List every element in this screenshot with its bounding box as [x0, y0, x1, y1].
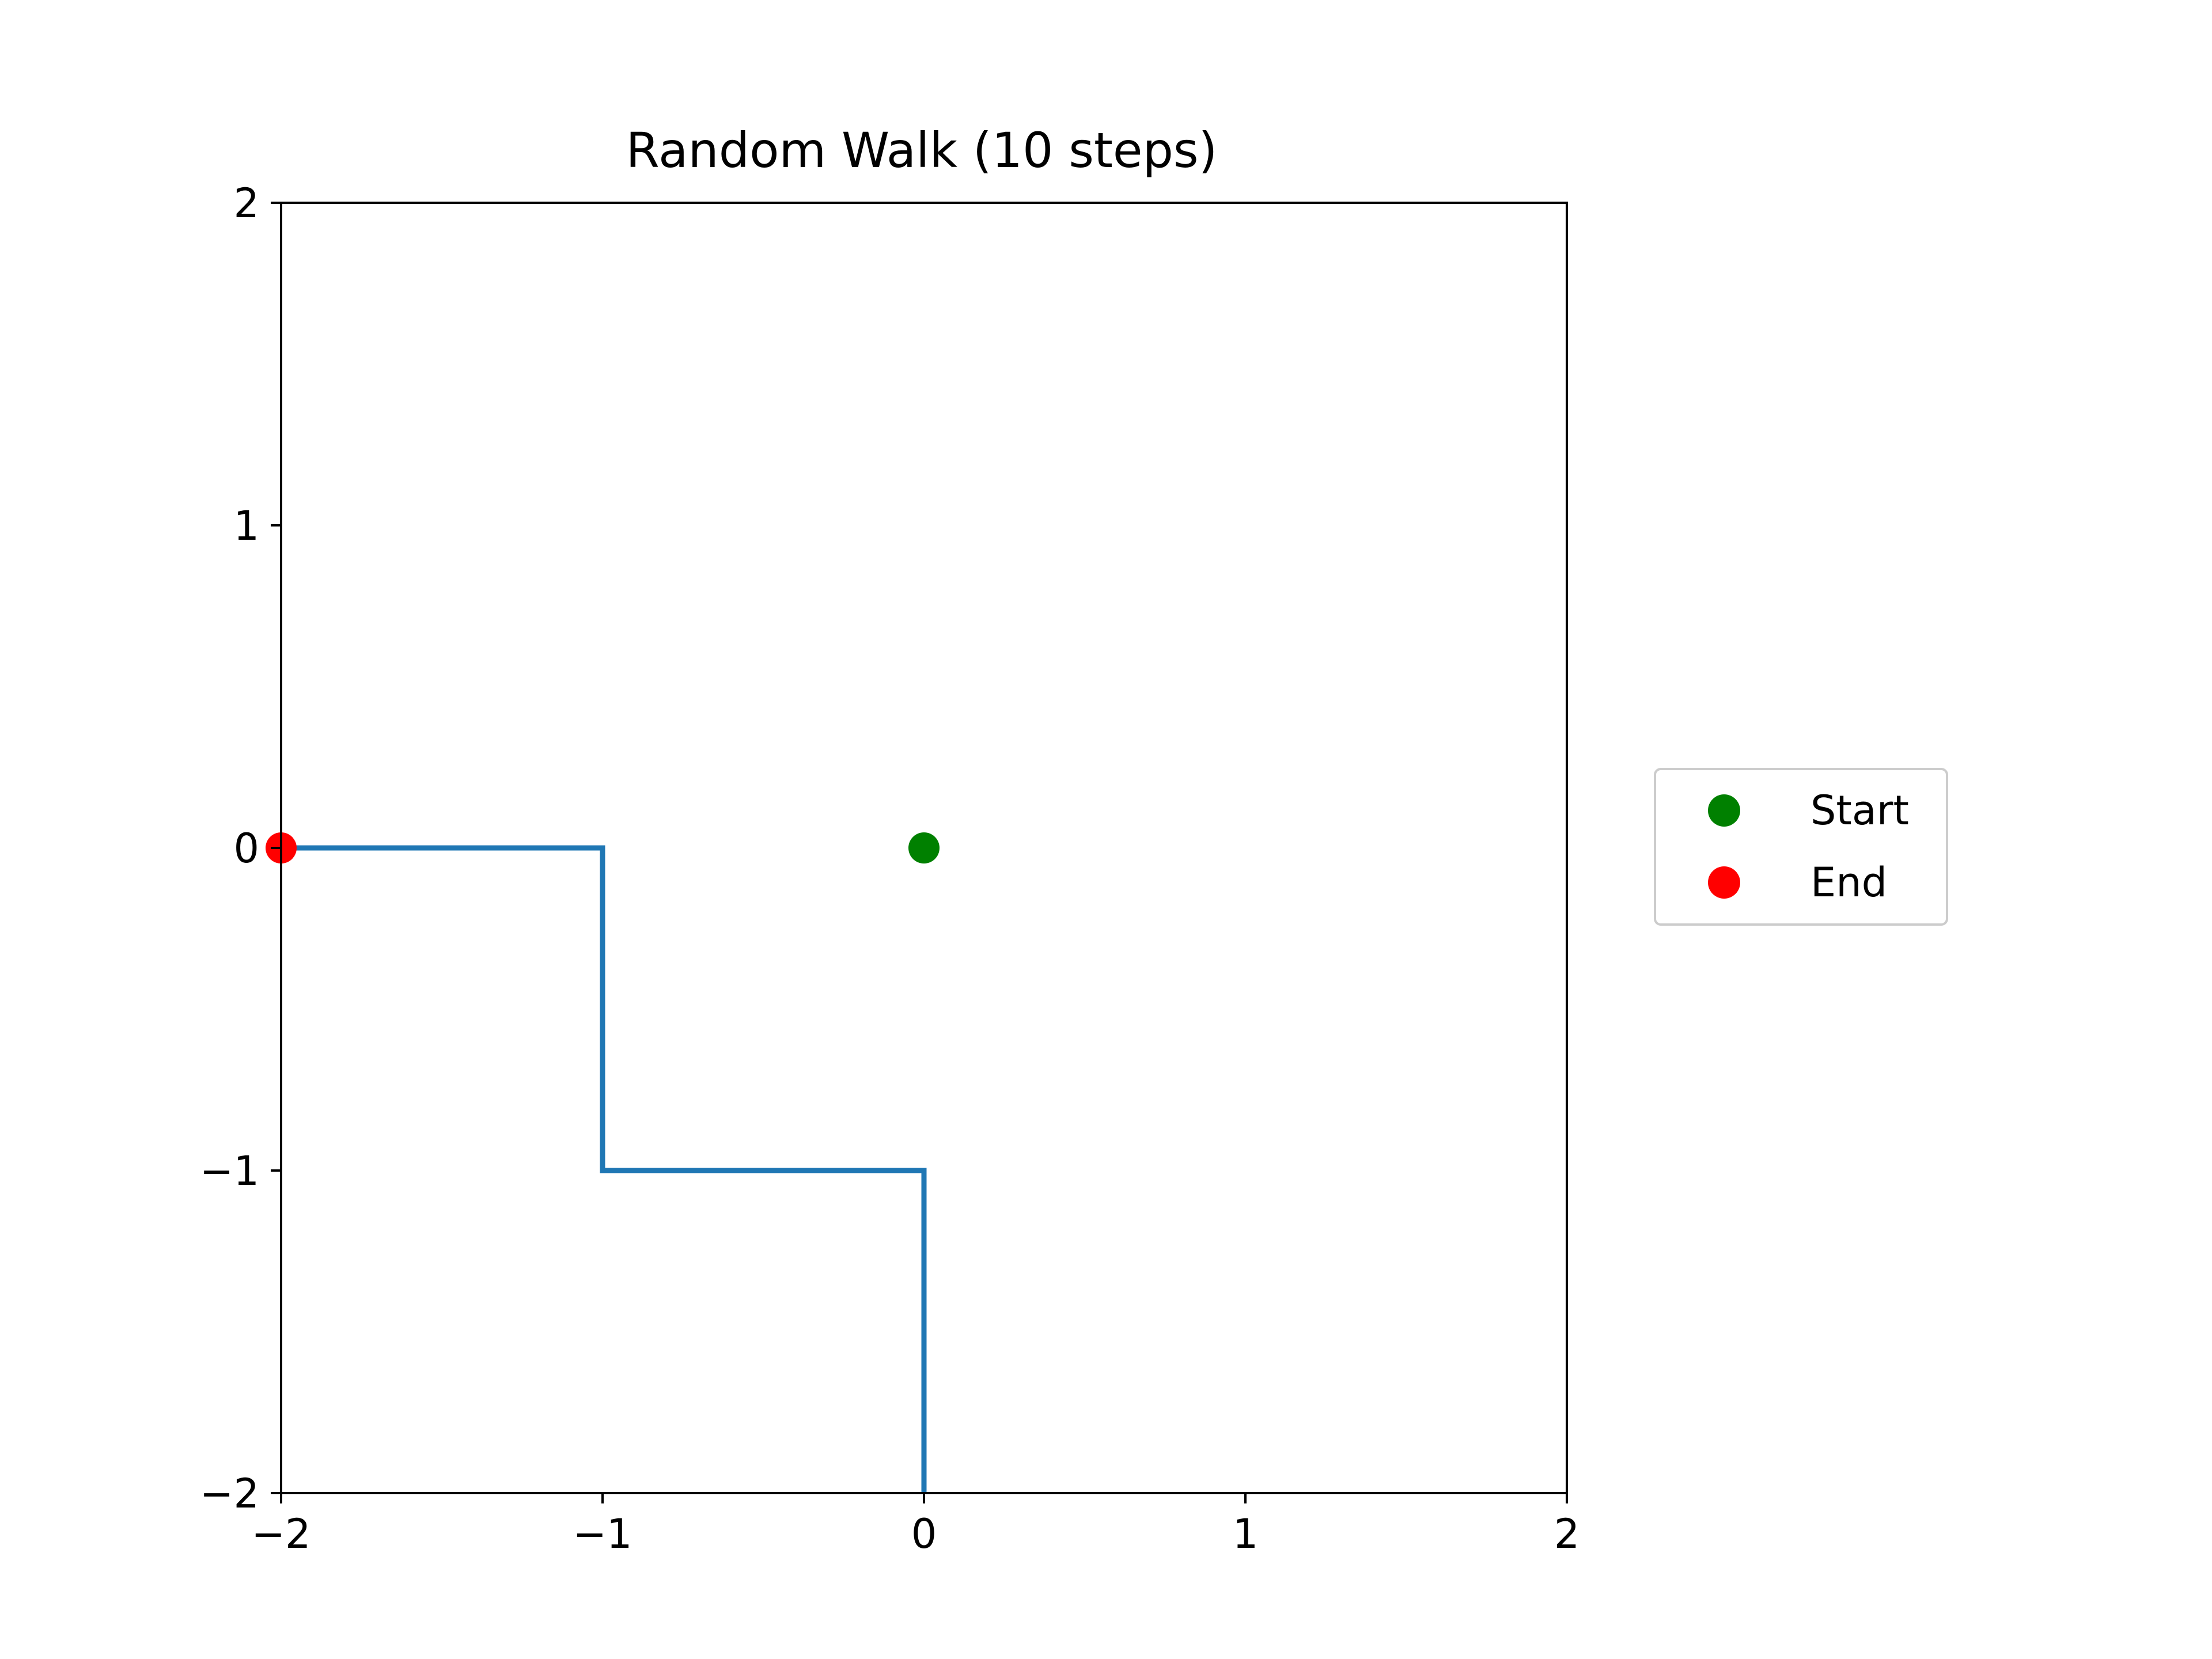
- x-tick-label: 2: [1554, 1510, 1580, 1558]
- x-tick-label: −2: [251, 1510, 310, 1558]
- y-tick-label: 2: [233, 180, 259, 227]
- chart-title: Random Walk (10 steps): [626, 122, 1218, 179]
- y-tick-label: −2: [200, 1470, 259, 1517]
- plot-area: [266, 832, 940, 1493]
- y-tick-label: 1: [233, 502, 259, 550]
- ticks: −2 −1 0 1 2 −2 −1 0 1 2: [200, 180, 1580, 1558]
- x-tick-label: −1: [573, 1510, 632, 1558]
- legend-marker-end: [1708, 866, 1740, 899]
- legend-label-start: Start: [1810, 787, 1909, 834]
- walk-path-line: [281, 845, 927, 1493]
- x-tick-label: 0: [911, 1510, 937, 1558]
- legend-marker-start: [1708, 794, 1740, 827]
- marker-start: [908, 832, 940, 863]
- y-tick-label: −1: [200, 1147, 259, 1195]
- y-tick-label: 0: [233, 825, 259, 872]
- x-tick-label: 1: [1233, 1510, 1259, 1558]
- legend: Start End: [1654, 768, 1948, 926]
- legend-label-end: End: [1810, 859, 1887, 906]
